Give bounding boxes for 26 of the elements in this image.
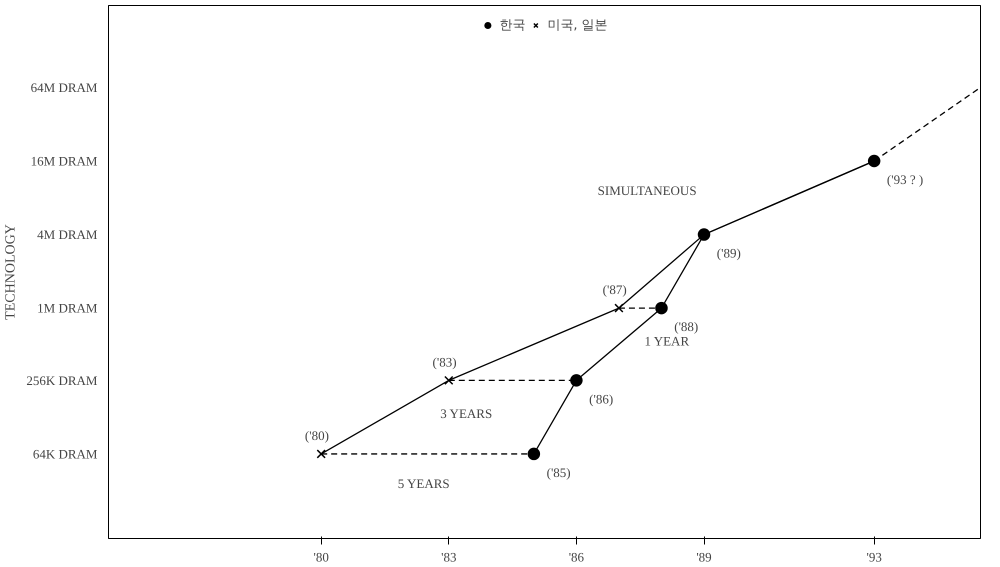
legend-label: 미국, 일본 [547, 17, 608, 34]
x-tick-label: '89 [696, 550, 712, 564]
y-tick-label: 256K DRAM [26, 372, 98, 388]
annotation: ('80) [304, 428, 329, 444]
annotation: ('83) [432, 354, 457, 370]
y-tick-label: 16M DRAM [30, 154, 98, 169]
annotation: 1 YEAR [644, 334, 690, 349]
annotation: ('86) [589, 391, 614, 406]
annotation: ('93 ? ) [886, 172, 924, 187]
legend-label: 한국 [499, 17, 526, 34]
y-tick-label: 4M DRAM [37, 227, 98, 242]
annotation: SIMULTANEOUS [598, 182, 697, 198]
x-tick-label: '86 [568, 550, 585, 564]
annotation: ('89) [716, 245, 741, 260]
annotation: ('87) [602, 282, 627, 298]
annotation: 5 YEARS [398, 476, 450, 491]
x-tick-label: '80 [314, 550, 329, 564]
y-axis-title: TECHNOLOGY [3, 224, 18, 320]
y-tick-label: 64M DRAM [30, 80, 98, 95]
annotation: ('88) [674, 318, 698, 334]
annotation: 3 YEARS [440, 406, 492, 421]
x-tick-label: '83 [441, 550, 456, 564]
x-tick-label: '93 [866, 550, 882, 564]
y-tick-label: 64K DRAM [32, 446, 98, 462]
annotation: ('85) [546, 464, 571, 480]
y-tick-label: 1M DRAM [37, 300, 98, 316]
